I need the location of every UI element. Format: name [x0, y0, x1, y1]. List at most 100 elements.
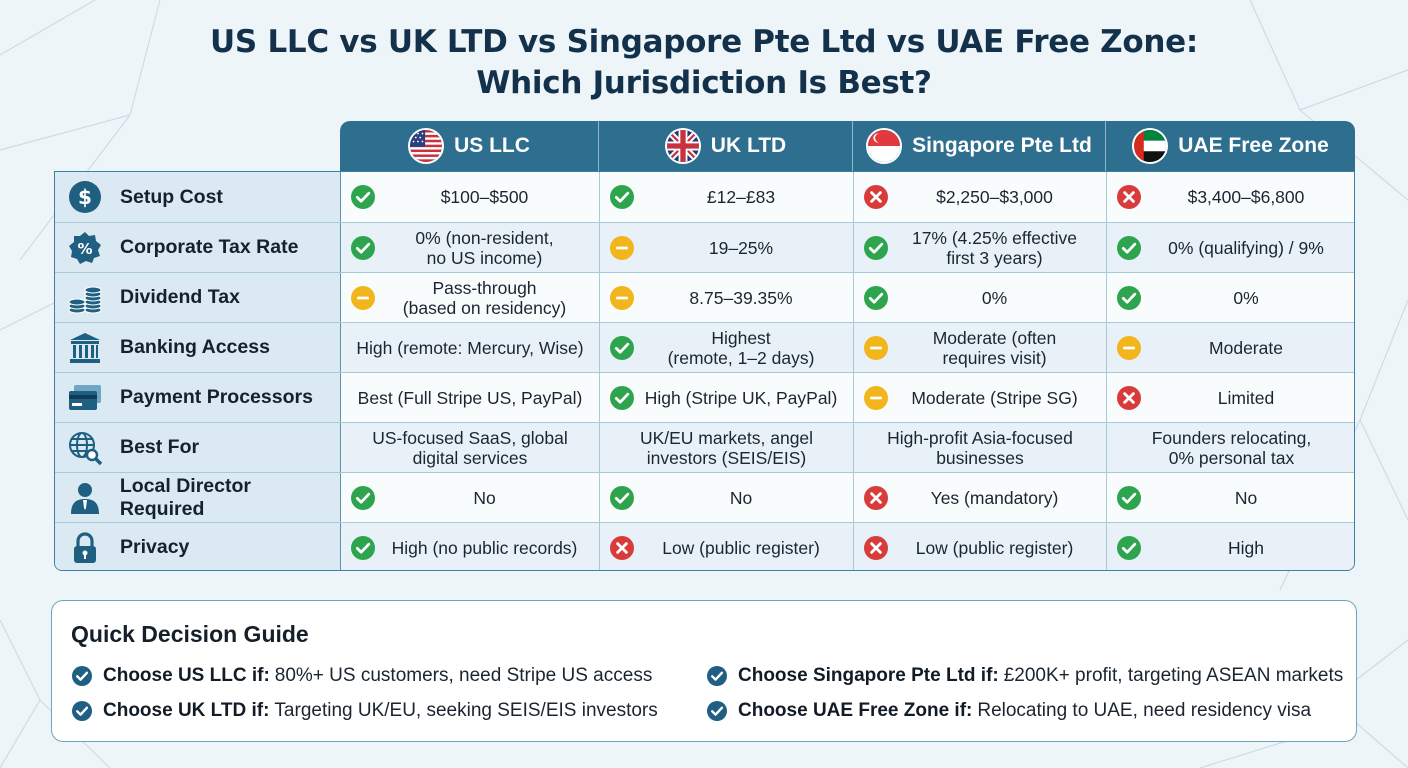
cell-text: Best (Full Stripe US, PayPal) — [357, 387, 583, 408]
cell-text: High (Stripe UK, PayPal) — [644, 387, 838, 408]
check-circle-icon — [1116, 485, 1142, 511]
dollar-coin-icon: $ — [66, 178, 104, 216]
check-circle-icon — [863, 235, 889, 261]
guide-title: Quick Decision Guide — [71, 621, 309, 647]
cross-circle-icon — [1116, 184, 1142, 210]
table-cell: Best (Full Stripe US, PayPal) — [341, 373, 600, 422]
row-label: Privacy — [120, 536, 190, 558]
cell-text: Founders relocating, 0% personal tax — [1151, 427, 1312, 468]
guide-item-bold: Choose US LLC if: — [103, 665, 270, 686]
cell-text: High (no public records) — [391, 537, 578, 558]
minus-circle-icon — [609, 285, 635, 311]
cell-text: 0% — [1233, 287, 1259, 308]
table-cell: High (no public records) — [341, 523, 600, 570]
row-label: Setup Cost — [120, 185, 223, 208]
column-header-uae: UAE Free Zone — [1106, 121, 1355, 171]
column-header-us-llc: US LLC — [340, 121, 598, 171]
svg-text:%: % — [77, 240, 92, 258]
minus-circle-icon — [863, 385, 889, 411]
cell-text: High-profit Asia-focused businesses — [887, 427, 1073, 468]
table-cell: 0% (non-resident, no US income) — [341, 223, 600, 272]
cross-circle-icon — [863, 184, 889, 210]
table-cell: 19–25% — [600, 223, 854, 272]
table-cell: Low (public register) — [854, 523, 1107, 570]
row-label-cell: % Corporate Tax Rate — [55, 223, 341, 272]
table-row: Local Director Required No No Yes (mandator… — [55, 472, 1354, 522]
table-cell: 8.75–39.35% — [600, 273, 854, 322]
guide-item: Choose UK LTD if: Targeting UK/EU, seeki… — [71, 700, 658, 722]
table-cell: Founders relocating, 0% personal tax — [1107, 423, 1354, 472]
column-header-label: UAE Free Zone — [1178, 134, 1329, 157]
table-cell: High (remote: Mercury, Wise) — [341, 323, 600, 372]
check-circle-icon — [1116, 235, 1142, 261]
title-line-2: Which Jurisdiction Is Best? — [476, 65, 932, 101]
cell-text: 17% (4.25% effective first 3 years) — [911, 227, 1078, 268]
column-header-uk-ltd: UK LTD — [599, 121, 852, 171]
check-circle-icon — [609, 184, 635, 210]
table-cell: No — [1107, 473, 1354, 522]
table-cell: 0% (qualifying) / 9% — [1107, 223, 1354, 272]
minus-circle-icon — [350, 285, 376, 311]
page-title: US LLC vs UK LTD vs Singapore Pte Ltd vs… — [0, 22, 1408, 104]
table-row: $ Setup Cost $100–$500 £12–£83 $2,250–$3,000… — [55, 172, 1354, 222]
uk-flag-icon — [664, 128, 701, 164]
header-divider — [1105, 121, 1106, 171]
table-cell: US-focused SaaS, global digital services — [341, 423, 600, 472]
cell-text: $100–$500 — [440, 187, 529, 207]
guide-item-bold: Choose Singapore Pte Ltd if: — [738, 665, 999, 686]
cell-text: Low (public register) — [915, 537, 1074, 558]
cell-text: 0% (qualifying) / 9% — [1168, 237, 1324, 258]
check-circle-icon — [609, 485, 635, 511]
row-label: Banking Access — [120, 336, 270, 358]
coin-stacks-icon — [66, 279, 104, 317]
row-label: Local Director Required — [119, 474, 251, 520]
cell-text: 0% (non-resident, no US income) — [415, 227, 554, 268]
column-header-label: US LLC — [454, 134, 530, 157]
cross-circle-icon — [609, 535, 635, 561]
column-header-singapore: Singapore Pte Ltd — [853, 121, 1105, 171]
cross-circle-icon — [1116, 385, 1142, 411]
table-cell: 17% (4.25% effective first 3 years) — [854, 223, 1107, 272]
cell-text: $2,250–$3,000 — [936, 187, 1053, 207]
table-cell: No — [600, 473, 854, 522]
table-body: $ Setup Cost $100–$500 £12–£83 $2,250–$3,000… — [54, 171, 1355, 571]
person-icon — [66, 479, 104, 517]
guide-item-bold: Choose UK LTD if: — [103, 700, 270, 721]
table-cell: Moderate — [1107, 323, 1354, 372]
row-label: Corporate Tax Rate — [120, 236, 299, 258]
comparison-table: US LLC UK LTD — [54, 121, 1355, 571]
table-cell: $3,400–$6,800 — [1107, 172, 1354, 222]
check-circle-icon — [609, 385, 635, 411]
lock-icon — [66, 529, 104, 567]
cross-circle-icon — [863, 485, 889, 511]
guide-item: Choose UAE Free Zone if: Relocating to U… — [706, 700, 1311, 722]
cell-text: No — [1234, 487, 1258, 508]
percent-badge-icon: % — [66, 229, 104, 267]
cell-text: Moderate (Stripe SG) — [911, 387, 1078, 408]
table-cell: Highest (remote, 1–2 days) — [600, 323, 854, 372]
row-label-cell: $ Setup Cost — [55, 172, 341, 222]
bank-icon — [66, 329, 104, 367]
guide-item-text: Relocating to UAE, need residency visa — [977, 700, 1312, 721]
svg-text:$: $ — [78, 185, 92, 209]
minus-circle-icon — [863, 335, 889, 361]
check-circle-icon — [350, 535, 376, 561]
table-cell: No — [341, 473, 600, 522]
cell-text: Yes (mandatory) — [930, 487, 1059, 508]
cell-text: Moderate — [1209, 337, 1283, 358]
table-row: Dividend Tax Pass-through (based on resid… — [55, 272, 1354, 322]
table-cell: High (Stripe UK, PayPal) — [600, 373, 854, 422]
table-cell: $100–$500 — [341, 172, 600, 222]
cell-text: UK/EU markets, angel investors (SEIS/EIS… — [639, 427, 814, 468]
row-label-cell: Privacy — [55, 523, 341, 570]
quick-decision-guide: Quick Decision Guide Choose US LLC if: 8… — [51, 600, 1357, 742]
table-cell: High — [1107, 523, 1354, 570]
cell-text: US-focused SaaS, global digital services — [372, 427, 568, 468]
globe-search-icon — [66, 429, 104, 467]
table-row: Payment Processors Best (Full Stripe US, … — [55, 372, 1354, 422]
row-label-cell: Local Director Required — [55, 473, 341, 522]
table-cell: Low (public register) — [600, 523, 854, 570]
row-label-cell: Dividend Tax — [55, 273, 341, 322]
column-header-label: Singapore Pte Ltd — [912, 134, 1092, 157]
cell-text: No — [473, 487, 496, 508]
